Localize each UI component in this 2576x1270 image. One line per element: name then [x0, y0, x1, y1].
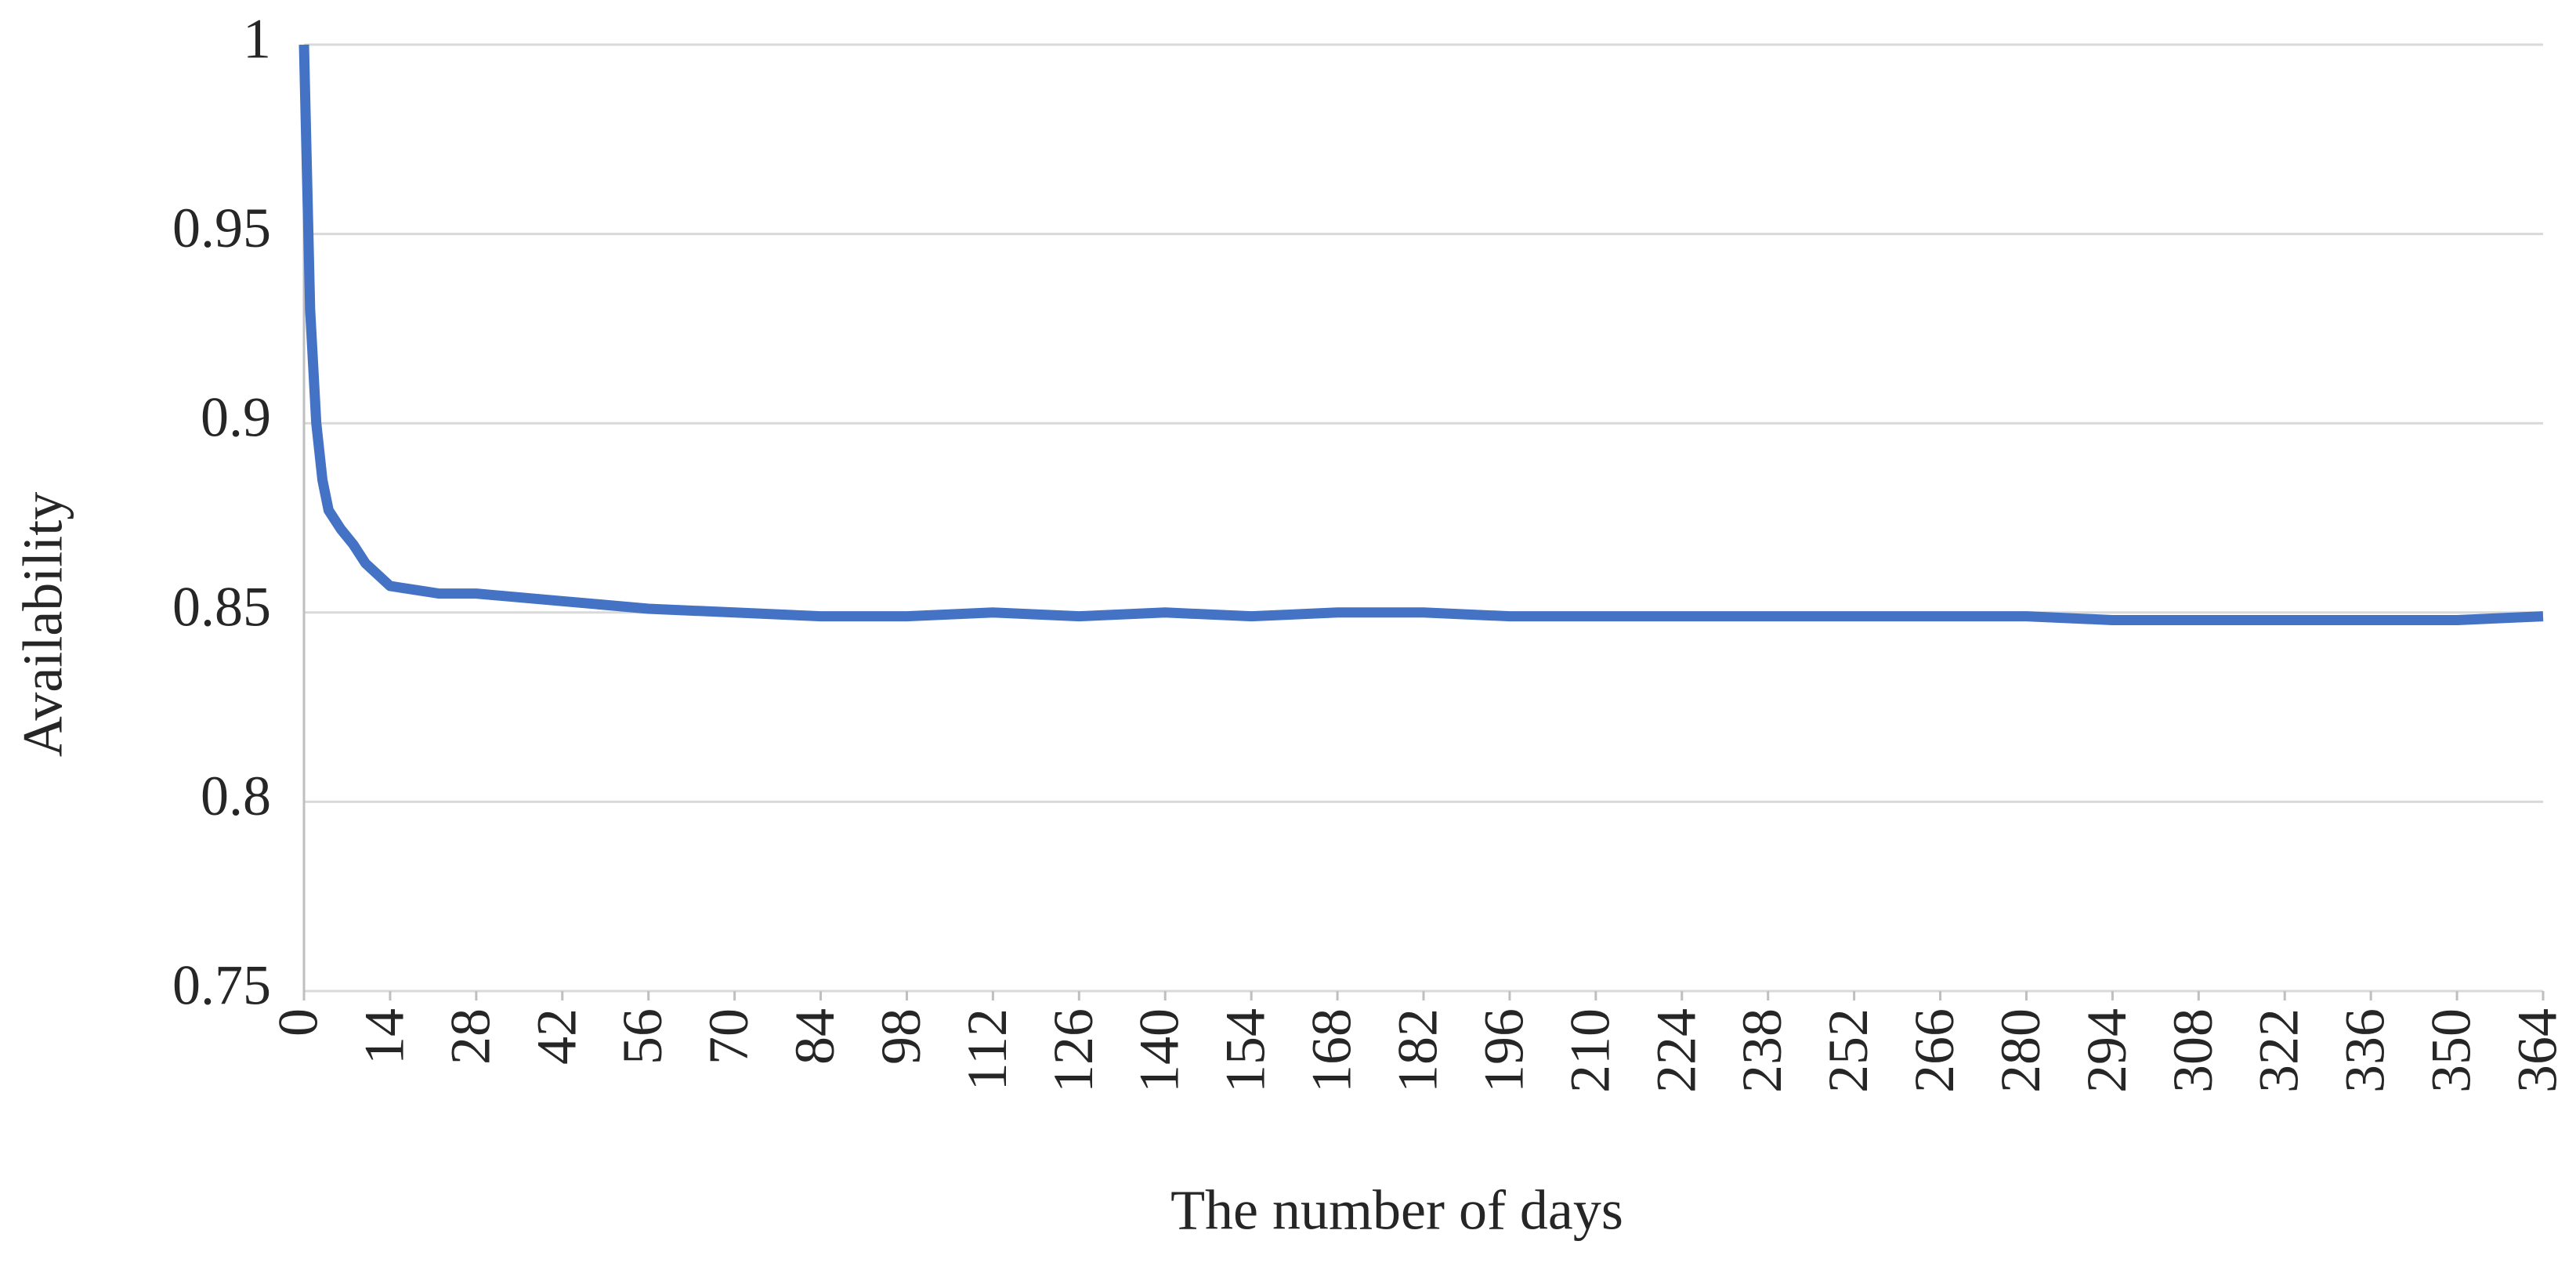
x-tick-label: 14	[353, 1008, 415, 1065]
x-tick-label: 56	[611, 1008, 674, 1065]
x-tick-label: 168	[1301, 1008, 1363, 1093]
x-tick-label: 28	[439, 1008, 501, 1065]
y-tick-label: 0.95	[172, 197, 271, 259]
x-tick-label: 336	[2334, 1008, 2397, 1093]
x-tick-label: 196	[1472, 1008, 1535, 1093]
x-tick-label: 42	[525, 1008, 588, 1065]
x-tick-label: 364	[2506, 1008, 2569, 1093]
data-line	[298, 44, 2544, 625]
x-tick-label: 266	[1903, 1008, 1966, 1093]
x-tick-label: 70	[697, 1008, 760, 1065]
x-tick-label: 140	[1128, 1008, 1191, 1093]
x-tick-label: 238	[1731, 1008, 1793, 1093]
x-tick-label: 280	[1989, 1008, 2052, 1093]
y-tick-label: 0.85	[172, 575, 271, 638]
x-tick-label: 0	[267, 1008, 330, 1037]
x-tick-label: 126	[1042, 1008, 1105, 1093]
x-tick-label: 224	[1644, 1008, 1707, 1093]
x-tick-label: 210	[1558, 1008, 1621, 1093]
x-tick-label: 182	[1387, 1008, 1449, 1093]
x-tick-label: 112	[956, 1008, 1018, 1091]
x-tick-label: 294	[2075, 1008, 2138, 1093]
x-axis-title: The number of days	[1170, 1179, 1623, 1242]
x-tick-label: 252	[1817, 1008, 1880, 1093]
y-tick-label: 0.75	[172, 954, 271, 1017]
x-tick-label: 322	[2248, 1008, 2310, 1093]
y-tick-label: 0.9	[201, 386, 271, 449]
x-tick-label: 308	[2162, 1008, 2224, 1093]
y-tick-label: 1	[243, 8, 271, 71]
x-tick-label: 98	[870, 1008, 932, 1065]
x-tick-label: 154	[1214, 1008, 1277, 1093]
x-tick-label: 350	[2420, 1008, 2483, 1093]
y-tick-label: 0.8	[201, 765, 271, 827]
y-axis-title: Availability	[12, 492, 74, 758]
x-tick-label: 84	[783, 1008, 846, 1065]
